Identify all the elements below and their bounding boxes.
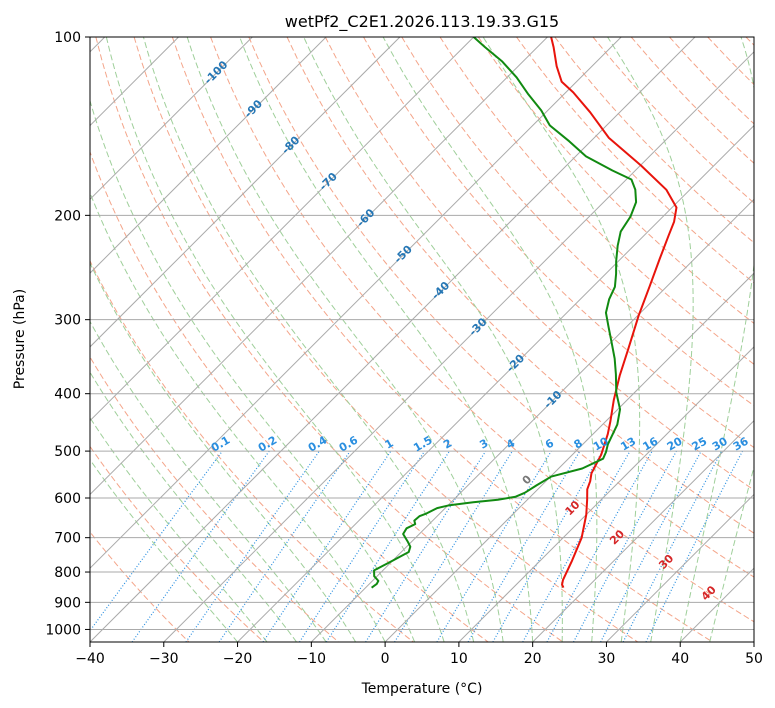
- isobars: [90, 37, 754, 630]
- moist-adiabat-line: [90, 371, 297, 642]
- isotherms: [90, 37, 754, 642]
- mixing-ratio-line: [546, 450, 653, 642]
- isotherm-line: [310, 198, 754, 642]
- x-axis: −40 −30 −20 −10 0 10 20 30 40 50: [75, 642, 763, 667]
- moist-adiabat-line: [607, 37, 694, 642]
- isotherm-line: [237, 124, 754, 642]
- mixing-ratio-line: [436, 450, 552, 642]
- moist-adiabat-line: [90, 262, 357, 642]
- mixing-ratio-line: [325, 450, 450, 642]
- dry-adiabat-line: [90, 356, 339, 642]
- dry-adiabat-line: [90, 445, 265, 642]
- moist-adiabat-line: [142, 37, 475, 642]
- x-tick-label: 0: [381, 651, 390, 667]
- y-tick-label: 300: [54, 313, 81, 329]
- x-tick-label: −20: [223, 651, 253, 667]
- dry-adiabat-line: [133, 37, 639, 642]
- dry-adiabat-line: [324, 37, 754, 491]
- dewpoint-line: [371, 37, 638, 589]
- isotherm-line: [606, 493, 754, 642]
- x-tick-label: 30: [598, 651, 616, 667]
- y-tick-label: 700: [54, 531, 81, 547]
- mixing-ratio-line: [299, 450, 426, 642]
- dry-adiabat-line: [95, 37, 564, 642]
- isotherm-line: [90, 37, 548, 496]
- moist-adiabat-line: [303, 37, 563, 642]
- mixing-ratio-line: [600, 450, 702, 642]
- plot-area: 0.1 0.2 0.4 0.6 1 1.5 2 3 4 6 8 10 13 16 20 25 30 36-100-…: [90, 37, 754, 642]
- y-tick-label: 100: [54, 30, 81, 46]
- mixing-ratio-line: [467, 450, 581, 642]
- x-axis-label: Temperature (°C): [361, 681, 483, 697]
- chart-title: wetPf2_C2E1.2026.113.19.33.G15: [285, 12, 559, 32]
- mixing-ratio-line: [365, 450, 487, 642]
- isotherm-line: [90, 37, 696, 642]
- isotherm-line: [90, 37, 622, 569]
- dry-adiabat-line: [363, 37, 754, 449]
- y-axis-label: Pressure (hPa): [12, 289, 28, 389]
- isotherm-line: [90, 37, 475, 422]
- moist-adiabat-line: [239, 37, 534, 642]
- dry-adiabat-line: [401, 37, 754, 407]
- y-tick-label: 200: [54, 208, 81, 224]
- moist-adiabat-line: [186, 37, 504, 642]
- moist-adiabat-line: [482, 37, 641, 642]
- isotherm-line: [90, 37, 401, 348]
- moist-adiabat-line: [90, 191, 386, 642]
- x-tick-label: 40: [671, 651, 689, 667]
- moist-adiabat-line: [382, 37, 598, 642]
- isotherm-line: [90, 37, 253, 201]
- isotherm-line: [458, 346, 754, 642]
- y-axis: 100 200 300 400 500 600 700 800 900 1000: [45, 30, 90, 638]
- isotherm-line: [384, 272, 754, 642]
- mixing-ratio-line: [262, 450, 392, 642]
- dry-adiabat-line: [90, 150, 489, 642]
- plot-frame: [89, 36, 755, 643]
- x-tick-label: 20: [524, 651, 542, 667]
- x-tick-label: −10: [297, 651, 327, 667]
- isotherm-line: [532, 419, 754, 642]
- y-tick-label: 600: [54, 491, 81, 507]
- mixing-ratio-line: [622, 450, 723, 642]
- dry-adiabat-line: [248, 37, 754, 578]
- isotherm-line: [90, 37, 327, 274]
- y-tick-label: 800: [54, 565, 81, 581]
- moist-adiabat-line: [105, 37, 445, 642]
- moist-adiabat-line: [90, 458, 238, 642]
- y-tick-label: 400: [54, 387, 81, 403]
- dry-adiabat-line: [210, 37, 754, 623]
- x-tick-label: −40: [75, 651, 105, 667]
- moist-adiabat-line: [90, 416, 268, 642]
- dry-adiabat-line: [286, 37, 754, 534]
- x-tick-label: −30: [149, 651, 179, 667]
- y-tick-label: 1000: [45, 622, 81, 638]
- sounding-series: [371, 37, 678, 589]
- y-tick-label: 500: [54, 444, 81, 460]
- mixing-ratio-line: [90, 450, 223, 632]
- y-tick-label: 900: [54, 595, 81, 611]
- x-tick-label: 50: [745, 651, 763, 667]
- moist-adiabat-line: [679, 37, 754, 642]
- temperature-line: [550, 37, 678, 589]
- isotherm-line: [163, 51, 754, 642]
- mixing-ratio-line: [522, 450, 631, 642]
- x-tick-label: 10: [450, 651, 468, 667]
